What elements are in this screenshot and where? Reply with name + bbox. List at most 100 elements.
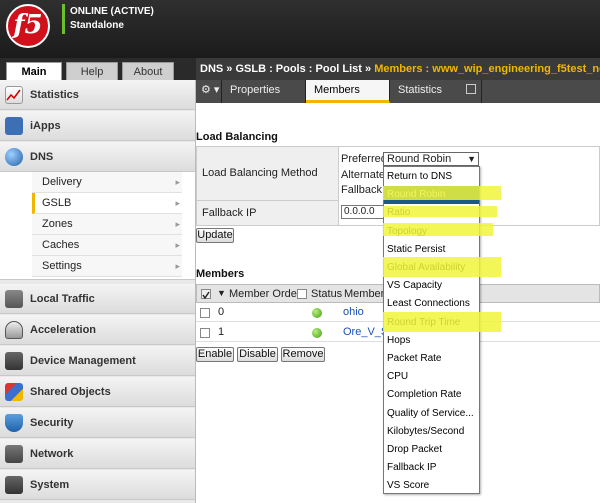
member-link[interactable]: Ore_V_S [343,326,389,338]
local-traffic-icon [5,290,23,308]
sidebar-item-label: iApps [30,120,61,132]
submenu-caches[interactable]: Caches ▸ [32,235,182,256]
sidebar-item-system[interactable]: System [0,470,195,500]
dropdown-option-vs-capacity[interactable]: VS Capacity [387,280,443,292]
sidebar-item-label: Shared Objects [30,386,111,398]
sidebar-item-label: Device Management [30,355,136,367]
dropdown-option-hops[interactable]: Hops [387,334,411,346]
tab-properties[interactable]: Properties [222,80,306,103]
dropdown-option-completion-rate[interactable]: Completion Rate [387,389,462,401]
sidebar-item-statistics[interactable]: Statistics [0,80,195,110]
top-banner: f5 ONLINE (ACTIVE) Standalone [0,0,600,58]
dropdown-option-least-connections[interactable]: Least Connections [387,298,470,310]
sidebar-item-label: Network [30,448,74,460]
dropdown-option-return-to-dns[interactable]: Return to DNS [387,171,453,182]
tab-statistics-label: Statistics [398,84,443,96]
network-icon [5,445,23,463]
sort-status-icon[interactable] [297,289,307,299]
dropdown-option-cpu[interactable]: CPU [387,371,409,383]
sidebar-item-device-management[interactable]: Device Management [0,346,195,376]
sidebar-item-network[interactable]: Network [0,439,195,469]
preferred-method-select[interactable]: Round Robin ▼ [383,152,479,166]
sidebar-item-acceleration[interactable]: Acceleration [0,315,195,345]
popout-icon[interactable] [466,84,476,94]
statistics-icon [5,86,23,104]
sidebar-item-dns[interactable]: DNS [0,142,195,172]
dropdown-option-quality-of-service[interactable]: Quality of Service... [387,407,474,419]
submenu-label: Settings [42,260,82,272]
breadcrumb-separator: » [361,63,375,75]
dropdown-option-vs-score[interactable]: VS Score [387,480,430,492]
load-balancing-table: Load Balancing Method Fallback IP [196,146,600,226]
dns-globe-icon [5,148,23,166]
update-button[interactable]: Update [196,228,234,243]
highlight-mark [383,186,501,200]
security-shield-icon [5,414,23,432]
dropdown-option-static-persist[interactable]: Static Persist [387,243,446,255]
chevron-right-icon: ▸ [175,198,180,208]
dropdown-option-drop-packet[interactable]: Drop Packet [387,444,443,455]
sidebar-item-label: DNS [30,151,54,163]
column-member-order[interactable]: Member Order [229,288,301,300]
submenu-gslb[interactable]: GSLB ▸ [32,193,182,214]
breadcrumb: DNS » GSLB : Pools : Pool List » Members… [196,58,600,80]
tab-members[interactable]: Members [306,80,390,103]
disable-button[interactable]: Disable [237,347,278,362]
submenu-label: GSLB [42,197,72,209]
remove-button[interactable]: Remove [281,347,325,362]
highlight-mark [383,206,497,217]
sidebar-item-shared-objects[interactable]: Shared Objects [0,377,195,407]
dropdown-option-fallback-ip[interactable]: Fallback IP [387,462,437,474]
sidebar-item-security[interactable]: Security [0,408,195,438]
dropdown-option-kilobytes-second[interactable]: Kilobytes/Second [387,425,465,437]
status-indicator [62,4,65,34]
select-all-checkbox[interactable] [201,289,211,300]
device-management-icon [5,352,23,370]
lb-method-label: Load Balancing Method [197,147,339,201]
member-link[interactable]: ohio [343,306,364,318]
breadcrumb-path[interactable]: DNS » GSLB : Pools : Pool List [200,63,362,75]
submenu-delivery[interactable]: Delivery ▸ [32,172,182,193]
preferred-label: Preferred: [341,153,390,165]
chevron-right-icon: ▸ [175,240,180,250]
submenu-settings[interactable]: Settings ▸ [32,256,182,277]
column-status[interactable]: Status [311,288,343,300]
device-status: ONLINE (ACTIVE) [70,6,154,17]
submenu-zones[interactable]: Zones ▸ [32,214,182,235]
sidebar-item-local-traffic[interactable]: Local Traffic [0,284,195,314]
chevron-right-icon: ▸ [175,177,180,187]
member-order-value: 1 [218,326,225,338]
members-title: Members [196,268,245,280]
chevron-right-icon: ▸ [175,219,180,229]
fallback-label: Fallback: [341,184,386,196]
sidebar-item-label: Security [30,417,74,429]
submenu-label: Caches [42,239,80,251]
gear-menu-button[interactable]: ⚙ ▾ [196,80,222,103]
submenu-label: Zones [42,218,73,230]
tab-help[interactable]: Help [66,62,118,80]
dns-submenu: Delivery ▸ GSLB ▸ Zones ▸ Caches ▸ Settings ▸ [0,172,195,280]
fallback-ip-label: Fallback IP [197,201,339,226]
tab-about[interactable]: About [122,62,174,80]
sort-order-icon[interactable]: ▼ [217,288,226,298]
sidebar-item-iapps[interactable]: iApps [0,111,195,141]
preferred-method-value: Round Robin [387,153,452,165]
breadcrumb-current: Members : www_wip_engineering_f5test_net… [374,63,600,75]
sidebar: Statistics iApps DNS Delivery ▸ GSLB ▸ Zon… [0,80,196,503]
f5-logo: f5 [6,4,50,48]
tab-statistics[interactable]: Statistics [390,80,482,103]
enable-button[interactable]: Enable [196,347,234,362]
load-balancing-title: Load Balancing [196,131,278,143]
row-checkbox[interactable] [200,328,210,338]
fallback-ip-input[interactable]: 0.0.0.0 [341,205,385,219]
tab-main[interactable]: Main [6,62,62,80]
alternate-label: Alternate: [341,169,389,181]
chevron-right-icon: ▸ [175,261,180,271]
chevron-down-icon: ▼ [467,154,476,164]
row-checkbox[interactable] [200,308,210,318]
column-member[interactable]: Member [344,288,385,300]
highlight-mark [383,223,493,236]
acceleration-gauge-icon [5,321,23,339]
sidebar-item-label: Local Traffic [30,293,95,305]
dropdown-option-packet-rate[interactable]: Packet Rate [387,353,442,364]
